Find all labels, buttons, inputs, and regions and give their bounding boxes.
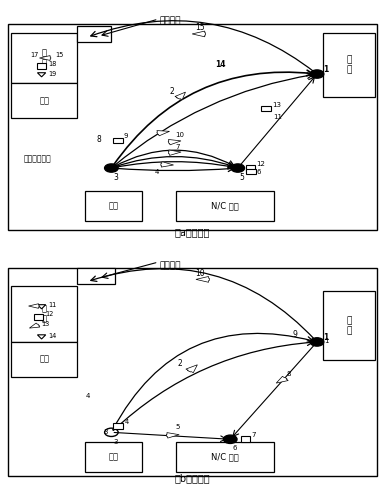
- Text: 1: 1: [323, 333, 328, 342]
- Text: 8: 8: [96, 135, 101, 143]
- Text: 1: 1: [325, 338, 329, 344]
- Text: 5: 5: [239, 173, 244, 182]
- Bar: [12, 286, 77, 342]
- Bar: [34, 314, 43, 320]
- Text: 12: 12: [45, 312, 54, 317]
- Text: 钒床: 钒床: [108, 452, 118, 461]
- Bar: [12, 83, 77, 118]
- Text: 7: 7: [176, 143, 180, 149]
- Text: 临时放置: 临时放置: [159, 261, 181, 270]
- Text: 4: 4: [86, 392, 90, 398]
- Circle shape: [105, 164, 118, 172]
- Bar: [323, 33, 375, 97]
- Bar: [12, 342, 77, 377]
- Text: （b）布局图: （b）布局图: [175, 473, 210, 483]
- Text: 3: 3: [113, 439, 118, 445]
- Text: N/C 銃刀: N/C 銃刀: [211, 201, 238, 211]
- Polygon shape: [276, 376, 288, 383]
- Bar: [77, 26, 111, 42]
- Bar: [246, 169, 256, 175]
- Text: 1: 1: [323, 65, 328, 74]
- Text: 4: 4: [155, 169, 159, 175]
- Text: 车
床: 车 床: [346, 316, 352, 335]
- Polygon shape: [37, 335, 46, 339]
- Polygon shape: [161, 162, 174, 167]
- Polygon shape: [37, 73, 46, 77]
- Text: 11: 11: [274, 114, 283, 120]
- Text: 7: 7: [251, 432, 256, 438]
- Polygon shape: [168, 150, 181, 155]
- Text: 13: 13: [272, 102, 281, 108]
- Text: 平面流程线图: 平面流程线图: [24, 154, 52, 163]
- Text: 18: 18: [49, 61, 57, 67]
- Text: 2: 2: [170, 87, 175, 96]
- Text: 保管: 保管: [39, 96, 49, 105]
- Text: 3: 3: [113, 173, 118, 182]
- Polygon shape: [175, 92, 186, 100]
- Text: 检
查: 检 查: [42, 305, 47, 324]
- Text: 6: 6: [257, 169, 261, 175]
- Polygon shape: [40, 56, 51, 61]
- Polygon shape: [186, 365, 198, 373]
- Text: 17: 17: [30, 52, 38, 58]
- Bar: [12, 33, 77, 83]
- Text: 9: 9: [124, 133, 128, 139]
- Text: 临时放置: 临时放置: [159, 17, 181, 26]
- Bar: [77, 268, 115, 284]
- Bar: [241, 436, 250, 442]
- Bar: [176, 191, 274, 221]
- Circle shape: [310, 70, 324, 78]
- Text: 4: 4: [124, 419, 129, 425]
- Text: （a）布局图: （a）布局图: [175, 227, 210, 237]
- Text: 检
查: 检 查: [42, 48, 47, 68]
- Polygon shape: [168, 140, 181, 145]
- Text: 10: 10: [195, 269, 205, 278]
- Text: 15: 15: [195, 24, 205, 33]
- Text: 3: 3: [103, 429, 107, 435]
- Text: 14: 14: [215, 60, 226, 69]
- Text: 19: 19: [49, 70, 57, 76]
- Bar: [37, 63, 46, 69]
- Text: N/C 銃刀: N/C 銃刀: [211, 452, 238, 461]
- Bar: [323, 291, 375, 360]
- Text: 11: 11: [49, 302, 57, 308]
- Bar: [246, 165, 255, 171]
- Bar: [85, 442, 142, 472]
- Text: 6: 6: [232, 445, 237, 451]
- Text: 2: 2: [177, 359, 182, 368]
- Text: 12: 12: [256, 161, 265, 167]
- Text: 保管: 保管: [39, 355, 49, 364]
- Circle shape: [223, 435, 237, 443]
- Polygon shape: [157, 131, 169, 136]
- Text: 8: 8: [286, 371, 291, 377]
- Bar: [85, 191, 142, 221]
- Text: 5: 5: [176, 424, 180, 430]
- Text: 9: 9: [293, 330, 297, 339]
- Polygon shape: [192, 31, 206, 37]
- Bar: [261, 106, 271, 111]
- Text: 13: 13: [42, 321, 50, 327]
- Text: 14: 14: [49, 333, 57, 339]
- Text: 钒床: 钒床: [108, 201, 118, 211]
- Circle shape: [231, 164, 244, 172]
- Polygon shape: [196, 277, 209, 282]
- Polygon shape: [29, 323, 40, 328]
- Polygon shape: [166, 432, 179, 438]
- Text: 10: 10: [176, 132, 184, 138]
- Bar: [114, 423, 123, 429]
- Bar: [113, 138, 122, 143]
- Text: 15: 15: [55, 52, 63, 58]
- Polygon shape: [28, 304, 39, 308]
- Bar: [176, 442, 274, 472]
- Text: 车
床: 车 床: [346, 55, 352, 74]
- Polygon shape: [37, 305, 46, 309]
- Circle shape: [310, 338, 324, 346]
